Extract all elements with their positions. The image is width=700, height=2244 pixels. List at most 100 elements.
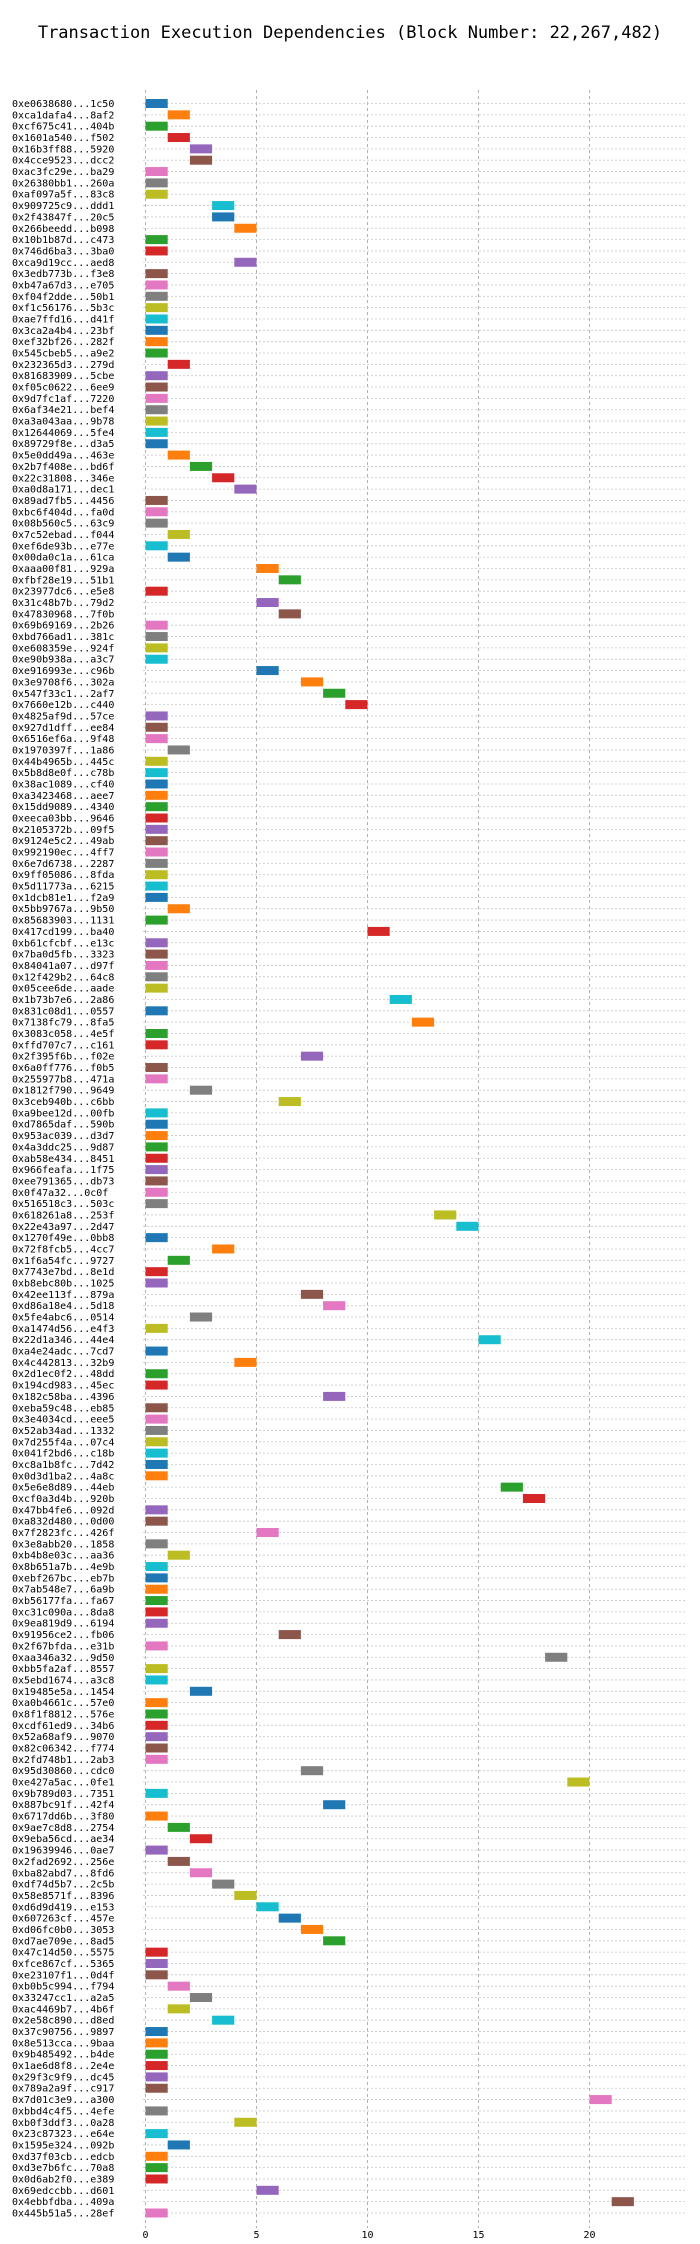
- tx-bar: [145, 1970, 168, 1980]
- tx-bar: [145, 972, 168, 982]
- y-tick-label: 0x31c48b7b...79d2: [12, 598, 114, 609]
- y-tick-label: 0xebf267bc...eb7b: [12, 1573, 114, 1584]
- tx-bar: [145, 586, 168, 596]
- tx-bar: [145, 1267, 168, 1277]
- tx-bar: [212, 2015, 235, 2025]
- tx-bar: [145, 167, 168, 177]
- tx-bar: [145, 1437, 168, 1447]
- y-tick-label: 0x7f2823fc...426f: [12, 1528, 114, 1539]
- tx-bar: [145, 1165, 168, 1175]
- y-tick-label: 0x887bc91f...42f4: [12, 1800, 114, 1811]
- tx-bar: [145, 1584, 168, 1594]
- tx-bar: [145, 1743, 168, 1753]
- y-tick-label: 0xa3a043aa...9b78: [12, 417, 114, 428]
- y-tick-label: 0x47830968...7f0b: [12, 609, 114, 620]
- tx-bar: [145, 2106, 168, 2116]
- y-tick-label: 0x22d1a346...44e4: [12, 1335, 114, 1346]
- tx-bar: [145, 269, 168, 279]
- y-tick-label: 0x15dd9089...4340: [12, 802, 114, 813]
- tx-bar: [145, 790, 168, 800]
- tx-bar: [323, 688, 346, 698]
- tx-bar: [278, 1630, 301, 1640]
- tx-bar: [145, 1675, 168, 1685]
- tx-bar: [145, 291, 168, 301]
- tx-bar: [145, 1119, 168, 1129]
- y-tick-label: 0x1970397f...1a86: [12, 745, 114, 756]
- y-tick-label: 0xac4469b7...4b6f: [12, 2004, 114, 2015]
- y-tick-label: 0x85683903...1131: [12, 916, 114, 927]
- tx-bar: [411, 1017, 435, 1027]
- y-tick-label: 0x909725c9...ddd1: [12, 201, 114, 212]
- tx-bar: [145, 1641, 168, 1651]
- tx-bar: [256, 598, 279, 608]
- y-tick-label: 0x2b7f408e...bd6f: [12, 462, 114, 473]
- y-tick-label: 0x1595e324...092b: [12, 2140, 114, 2151]
- y-tick-label: 0x69b69169...2b26: [12, 621, 114, 632]
- tx-bar: [145, 643, 168, 653]
- tx-bar: [256, 666, 279, 676]
- tx-bar: [278, 1913, 301, 1923]
- y-tick-label: 0x84041a07...d97f: [12, 961, 114, 972]
- tx-bar: [278, 609, 301, 619]
- y-tick-label: 0x82c06342...f774: [12, 1744, 114, 1755]
- y-tick-label: 0xd86a18e4...5d18: [12, 1301, 114, 1312]
- x-tick-label: 5: [253, 2230, 259, 2241]
- tx-bar: [189, 461, 213, 471]
- y-tick-label: 0x1601a540...f502: [12, 133, 114, 144]
- y-tick-label: 0x23c87323...e64e: [12, 2129, 114, 2140]
- y-tick-label: 0xef6de93b...e77e: [12, 541, 114, 552]
- tx-bar: [145, 541, 168, 551]
- tx-bar: [145, 1539, 168, 1549]
- y-tick-label: 0xaf097a5f...83c8: [12, 190, 114, 201]
- y-tick-label: 0x33247cc1...a2a5: [12, 1993, 114, 2004]
- tx-bar: [145, 1607, 168, 1617]
- y-tick-label: 0x19639946...0ae7: [12, 1846, 114, 1857]
- y-tick-label: 0x9eba56cd...ae34: [12, 1834, 114, 1845]
- y-tick-label: 0xb56177fa...fa67: [12, 1596, 114, 1607]
- y-tick-label: 0x5b8d8e0f...c78b: [12, 768, 114, 779]
- x-axis-labels: 0 5 10 15 20: [142, 2230, 595, 2241]
- tx-bar: [145, 439, 168, 449]
- tx-bar: [145, 1958, 168, 1968]
- tx-bar: [500, 1482, 523, 1492]
- tx-bar: [145, 734, 168, 744]
- y-tick-label: 0xfbf28e19...51b1: [12, 575, 114, 586]
- y-tick-label: 0x618261a8...253f: [12, 1210, 114, 1221]
- tx-bar: [323, 1391, 346, 1401]
- y-tick-label: 0x4cce9523...dcc2: [12, 156, 114, 167]
- tx-bar: [167, 1550, 190, 1560]
- tx-bar: [145, 1698, 168, 1708]
- y-tick-label: 0x81683909...5cbe: [12, 371, 114, 382]
- tx-bar: [145, 1369, 168, 1379]
- tx-bar: [145, 1142, 168, 1152]
- tx-bar: [145, 1063, 168, 1073]
- y-tick-label: 0x417cd199...ba40: [12, 927, 114, 938]
- y-tick-label: 0x5d11773a...6215: [12, 882, 114, 893]
- y-tick-label: 0x12f429b2...64c8: [12, 972, 114, 983]
- grid-lines: [143, 90, 685, 2228]
- y-tick-label: 0xb4b8e03c...aa36: [12, 1551, 114, 1562]
- y-tick-label: 0xeeca03bb...9646: [12, 814, 114, 825]
- y-tick-label: 0x5ebd1674...a3c8: [12, 1675, 114, 1686]
- tx-bar: [345, 700, 368, 710]
- tx-bar: [212, 1879, 235, 1889]
- tx-bar: [234, 2117, 257, 2127]
- tx-bar: [389, 994, 412, 1004]
- tx-bar: [167, 904, 190, 914]
- y-tick-label: 0x7138fc79...8fa5: [12, 1018, 114, 1029]
- y-tick-label: 0x789a2a9f...c917: [12, 2084, 114, 2095]
- y-tick-label: 0xd6d9d419...e153: [12, 1902, 114, 1913]
- y-tick-label: 0x1ae6d8f8...2e4e: [12, 2061, 114, 2072]
- y-tick-label: 0x44b4965b...445c: [12, 757, 114, 768]
- tx-bar: [167, 133, 190, 143]
- y-tick-label: 0x8b651a7b...4e9b: [12, 1562, 114, 1573]
- tx-bar: [145, 632, 168, 642]
- y-tick-label: 0x966feafa...1f75: [12, 1165, 114, 1176]
- tx-bar: [145, 1414, 168, 1424]
- y-tick-label: 0x7ba0d5fb...3323: [12, 950, 114, 961]
- y-tick-label: 0x2105372b...09f5: [12, 825, 114, 836]
- tx-bar: [145, 1516, 168, 1526]
- y-tick-label: 0x9b789d03...7351: [12, 1789, 114, 1800]
- y-tick-label: 0x72f8fcb5...4cc7: [12, 1244, 114, 1255]
- tx-bar: [145, 1425, 168, 1435]
